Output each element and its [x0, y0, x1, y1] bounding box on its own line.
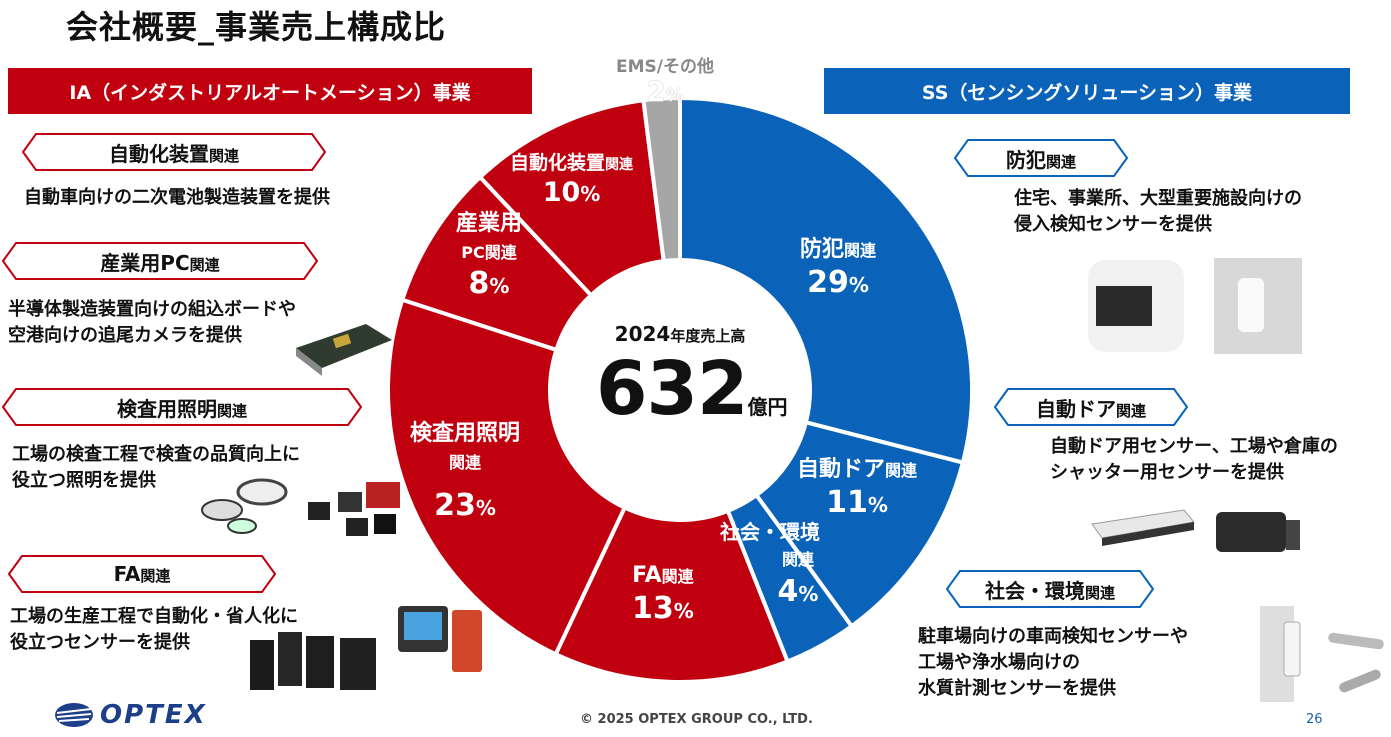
seg-label-auto-door: 自動ドア関連 11%	[797, 457, 918, 520]
seg-label-bohan: 防犯関連 29%	[800, 237, 877, 300]
security-sensors-photo	[1088, 258, 1302, 354]
seg-value-industrial-pc: 8	[468, 266, 490, 301]
seg-value-automation: 10	[542, 176, 581, 208]
ia-segment-banner: IA（インダストリアルオートメーション）事業	[8, 68, 532, 114]
seg-label-fa: FA関連 13%	[632, 563, 694, 626]
left-item-automation-desc: 自動車向けの二次電池製造装置を提供	[24, 187, 330, 208]
environment-sensors-photo	[1260, 606, 1384, 702]
seg-value-auto-door: 11	[826, 484, 868, 520]
right-item-auto-door-tag: 自動ドア関連	[994, 388, 1188, 426]
right-item-auto-door-desc: 自動ドア用センサー、工場や倉庫の シャッター用センサーを提供	[1050, 436, 1338, 483]
left-item-fa-tag: FA関連	[8, 555, 276, 593]
left-item-automation-tag: 自動化装置関連	[22, 133, 326, 171]
left-item-inspection-lighting-desc: 工場の検査工程で検査の品質向上に 役立つ照明を提供	[12, 444, 300, 491]
donut-slice-7	[641, 95, 682, 264]
seg-value-fa: 13	[632, 590, 674, 626]
donut-slice-3	[553, 504, 791, 684]
seg-value-ems: 2	[646, 74, 666, 108]
seg-label-social-env: 社会・環境 関連 4%	[720, 520, 820, 609]
optex-logo: OPTEX	[54, 700, 207, 730]
auto-door-sensors-photo	[1091, 509, 1300, 552]
left-item-inspection-lighting-tag: 検査用照明関連	[2, 388, 362, 426]
lighting-products-photo	[201, 478, 400, 536]
seg-label-automation: 自動化装置関連 10%	[510, 152, 634, 208]
embedded-board-photo	[296, 324, 392, 376]
left-item-industrial-pc-desc: 半導体製造装置向けの組込ボードや 空港向けの追尾カメラを提供	[8, 299, 296, 346]
ss-segment-banner: SS（センシングソリューション）事業	[824, 68, 1350, 114]
center-sales-value: 632億円	[596, 346, 788, 432]
seg-label-ems: EMS/その他 2%	[616, 57, 714, 108]
left-item-fa-desc: 工場の生産工程で自動化・省人化に 役立つセンサーを提供	[10, 606, 298, 653]
seg-value-inspection-lighting: 23	[434, 488, 476, 523]
center-caption: 2024年度売上高	[614, 322, 746, 346]
right-item-social-env-desc: 駐車場向けの車両検知センサーや 工場や浄水場向けの 水質計測センサーを提供	[918, 626, 1188, 699]
left-item-industrial-pc-tag: 産業用PC関連	[2, 242, 318, 280]
donut-slice-4	[386, 297, 628, 657]
seg-label-inspection-lighting: 検査用照明 関連 23%	[410, 421, 521, 523]
seg-label-industrial-pc: 産業用 PC関連 8%	[456, 211, 523, 301]
donut-slice-1	[753, 419, 966, 630]
page-number: 26	[1306, 712, 1323, 727]
seg-value-bohan: 29	[807, 264, 849, 300]
right-item-bohan-tag: 防犯関連	[954, 139, 1128, 177]
seg-value-social-env: 4	[777, 573, 799, 609]
footer-copyright: © 2025 OPTEX GROUP CO., LTD.	[580, 712, 813, 727]
right-item-bohan-desc: 住宅、事業所、大型重要施設向けの 侵入検知センサーを提供	[1014, 188, 1302, 235]
fa-sensors-photo	[250, 606, 482, 690]
page-title: 会社概要_事業売上構成比	[66, 8, 447, 46]
donut-slice-0	[678, 95, 974, 466]
right-item-social-env-tag: 社会・環境関連	[946, 570, 1154, 608]
